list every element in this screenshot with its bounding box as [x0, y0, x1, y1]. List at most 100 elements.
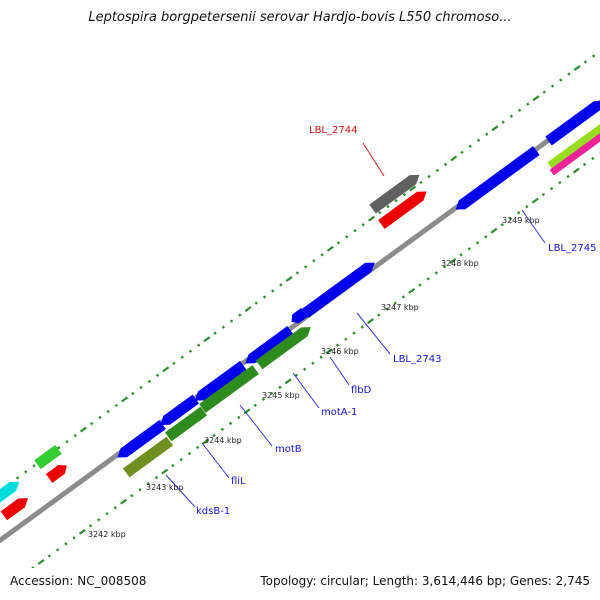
minor-tick-dot	[55, 548, 60, 552]
minor-tick-dot	[271, 289, 275, 293]
minor-tick-dot	[229, 319, 234, 323]
major-tick-mark	[285, 275, 293, 282]
minor-tick-dot	[98, 415, 102, 420]
leader-line	[201, 442, 230, 479]
minor-tick-dot	[517, 211, 521, 215]
green-cds	[199, 365, 259, 413]
gene-label: fliL	[231, 476, 246, 487]
minor-tick-dot	[353, 229, 357, 233]
lime-feature	[547, 121, 600, 169]
blue-cds	[455, 146, 540, 210]
minor-tick-dot	[155, 373, 160, 378]
leader-line	[329, 356, 350, 386]
minor-tick-dot	[377, 313, 381, 317]
tick-label: 3245 kbp	[262, 391, 300, 400]
label-leaders	[165, 142, 546, 508]
minor-tick-dot	[476, 138, 481, 142]
minor-tick-dot	[526, 102, 530, 106]
minor-tick-dot	[7, 585, 9, 586]
tick-labels: 3242 kbp 3243 kbp 3244 kbp 3245 kbp 3246 kbp…	[88, 216, 540, 539]
minor-tick-dot	[591, 54, 596, 58]
minor-tick-dot	[484, 132, 489, 136]
minor-tick-dot	[47, 554, 52, 558]
minor-tick-dot	[32, 464, 36, 468]
tick-label: 3246 kbp	[321, 347, 359, 356]
outer-scale-dots	[0, 54, 596, 493]
minor-tick-dot	[591, 156, 595, 161]
major-tick-mark	[491, 125, 499, 132]
minor-tick-dot	[567, 72, 571, 76]
minor-tick-dot	[57, 446, 61, 450]
major-tick-mark	[243, 408, 251, 415]
gray-feature	[369, 174, 420, 214]
minor-tick-dot	[386, 204, 390, 209]
major-tick-mark	[326, 245, 334, 252]
minor-tick-dot	[418, 283, 422, 287]
minor-tick-dot	[427, 174, 431, 179]
tick-label: 3248 kbp	[441, 259, 479, 268]
minor-tick-dot	[73, 433, 77, 438]
minor-tick-dot	[195, 445, 200, 450]
minor-tick-dot	[311, 361, 315, 365]
minor-tick-dot	[541, 192, 546, 197]
major-tick-mark	[325, 348, 333, 355]
minor-tick-dot	[401, 295, 406, 299]
tick-label: 3244 kbp	[204, 436, 242, 445]
major-tick-mark	[490, 227, 498, 234]
minor-tick-dot	[360, 325, 364, 329]
gene-labels: LBL_2744 LBL_2745 LBL_2743 flbD motA-1 motB fl…	[196, 125, 596, 517]
major-tick-mark	[0, 590, 3, 594]
minor-tick-dot	[402, 192, 407, 197]
leader-line	[521, 209, 546, 244]
gene-label: LBL_2743	[393, 354, 441, 365]
major-tick-mark	[367, 318, 374, 325]
gene-label: LBL_2744	[309, 125, 357, 136]
minor-tick-dot	[542, 90, 546, 94]
minor-tick-dot	[237, 415, 241, 420]
minor-tick-dot	[558, 180, 562, 185]
minor-tick-dot	[130, 493, 134, 498]
minor-tick-dot	[344, 337, 348, 341]
minor-tick-dot	[475, 241, 480, 245]
minor-tick-dot	[394, 198, 398, 203]
minor-tick-dot	[24, 470, 28, 474]
minor-tick-dot	[131, 391, 135, 396]
minor-tick-dot	[228, 421, 233, 426]
accession-text: Accession: NC_008508	[10, 574, 147, 588]
minor-tick-dot	[88, 524, 93, 528]
minor-tick-dot	[261, 397, 266, 402]
blue-cds	[302, 262, 375, 318]
minor-tick-dot	[345, 235, 349, 239]
minor-tick-dot	[303, 265, 308, 269]
major-tick-mark	[531, 197, 539, 204]
minor-tick-dot	[220, 427, 224, 432]
minor-tick-dot	[525, 204, 529, 209]
minor-tick-dot	[262, 295, 267, 299]
blue-cds	[194, 360, 247, 401]
major-tick-mark	[161, 468, 169, 475]
major-tick-mark	[449, 257, 457, 264]
inner-scale-dots	[0, 151, 600, 594]
minor-tick-dot	[501, 120, 505, 124]
minor-tick-dot	[114, 403, 119, 408]
minor-tick-dot	[467, 247, 471, 251]
minor-tick-dot	[295, 271, 300, 275]
major-tick-mark	[409, 185, 417, 192]
minor-tick-dot	[221, 325, 226, 329]
minor-tick-dot	[566, 174, 570, 179]
tick-label: 3242 kbp	[88, 530, 126, 539]
minor-tick-dot	[378, 210, 382, 215]
minor-tick-dot	[212, 433, 216, 438]
minor-tick-dot	[254, 301, 258, 305]
leader-line	[292, 372, 320, 409]
minor-tick-dot	[549, 186, 554, 191]
green-feature	[34, 444, 62, 470]
minor-tick-dot	[294, 373, 299, 377]
gene-label: flbD	[351, 385, 372, 396]
minor-tick-dot	[508, 217, 513, 221]
minor-tick-dot	[435, 168, 439, 173]
blue-cds	[245, 326, 294, 364]
feature-track	[0, 100, 600, 521]
olive-cds	[122, 436, 174, 478]
